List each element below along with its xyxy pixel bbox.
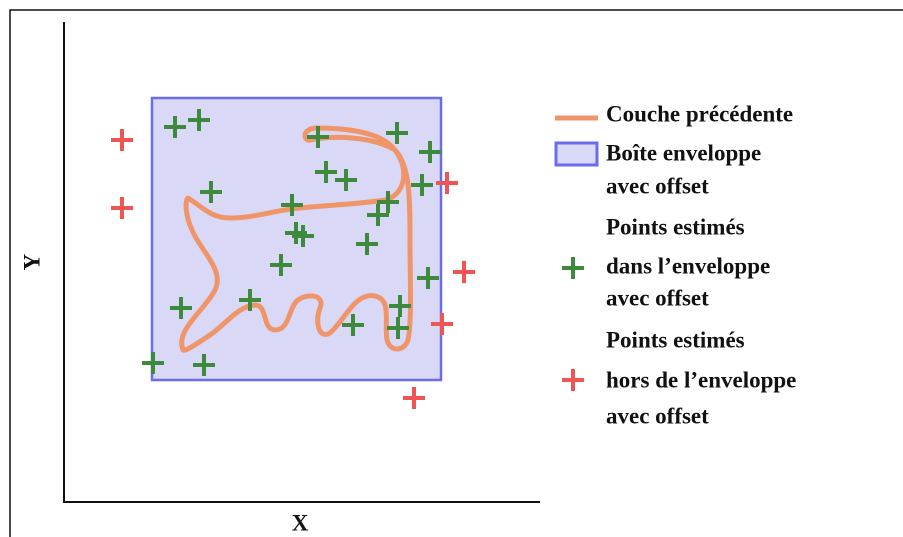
outside-point [453, 261, 475, 283]
legend-label: Points estimés [606, 327, 745, 352]
inside-point [188, 109, 210, 131]
legend: Couche précédente Boîte enveloppe avec off… [562, 101, 796, 428]
inside-point [170, 297, 192, 319]
outside-point [403, 387, 425, 409]
legend-label: avec offset [606, 285, 709, 310]
frame [9, 9, 903, 537]
inside-point [387, 317, 409, 339]
legend-label: hors de l’enveloppe [606, 367, 796, 392]
inside-point [411, 174, 433, 196]
legend-label: Couche précédente [606, 101, 793, 126]
inside-point [292, 225, 314, 247]
points [111, 109, 475, 409]
legend-box-swatch [554, 141, 599, 167]
legend-label: avec offset [606, 403, 709, 428]
legend-label: Points estimés [606, 214, 745, 239]
legend-label: avec offset [606, 173, 709, 198]
outside-point [111, 197, 133, 219]
legend-inside-marker [562, 257, 584, 279]
previous-layer-outline [179, 125, 413, 353]
legend-label: Boîte enveloppe [606, 140, 761, 165]
inside-point [367, 204, 389, 226]
y-axis-label: Y [19, 253, 44, 270]
inside-point [142, 352, 164, 374]
inside-point [270, 254, 292, 276]
outside-point [431, 313, 453, 335]
inside-point [389, 295, 411, 317]
legend-outside-marker [562, 369, 584, 391]
inside-point [335, 169, 357, 191]
outside-point [111, 129, 133, 151]
inside-point [386, 122, 408, 144]
inside-point [356, 233, 378, 255]
inside-point [164, 116, 186, 138]
outside-point [436, 172, 458, 194]
inside-point [281, 194, 303, 216]
inside-point [193, 354, 215, 376]
inside-point [342, 314, 364, 336]
inside-point [377, 191, 399, 213]
inside-point [200, 181, 222, 203]
legend-label: dans l’enveloppe [606, 253, 770, 278]
x-axis-label: X [292, 510, 309, 535]
inside-point [419, 141, 441, 163]
inside-point [307, 126, 329, 148]
inside-point [239, 289, 261, 311]
inside-point [315, 161, 337, 183]
inside-point [417, 267, 439, 289]
